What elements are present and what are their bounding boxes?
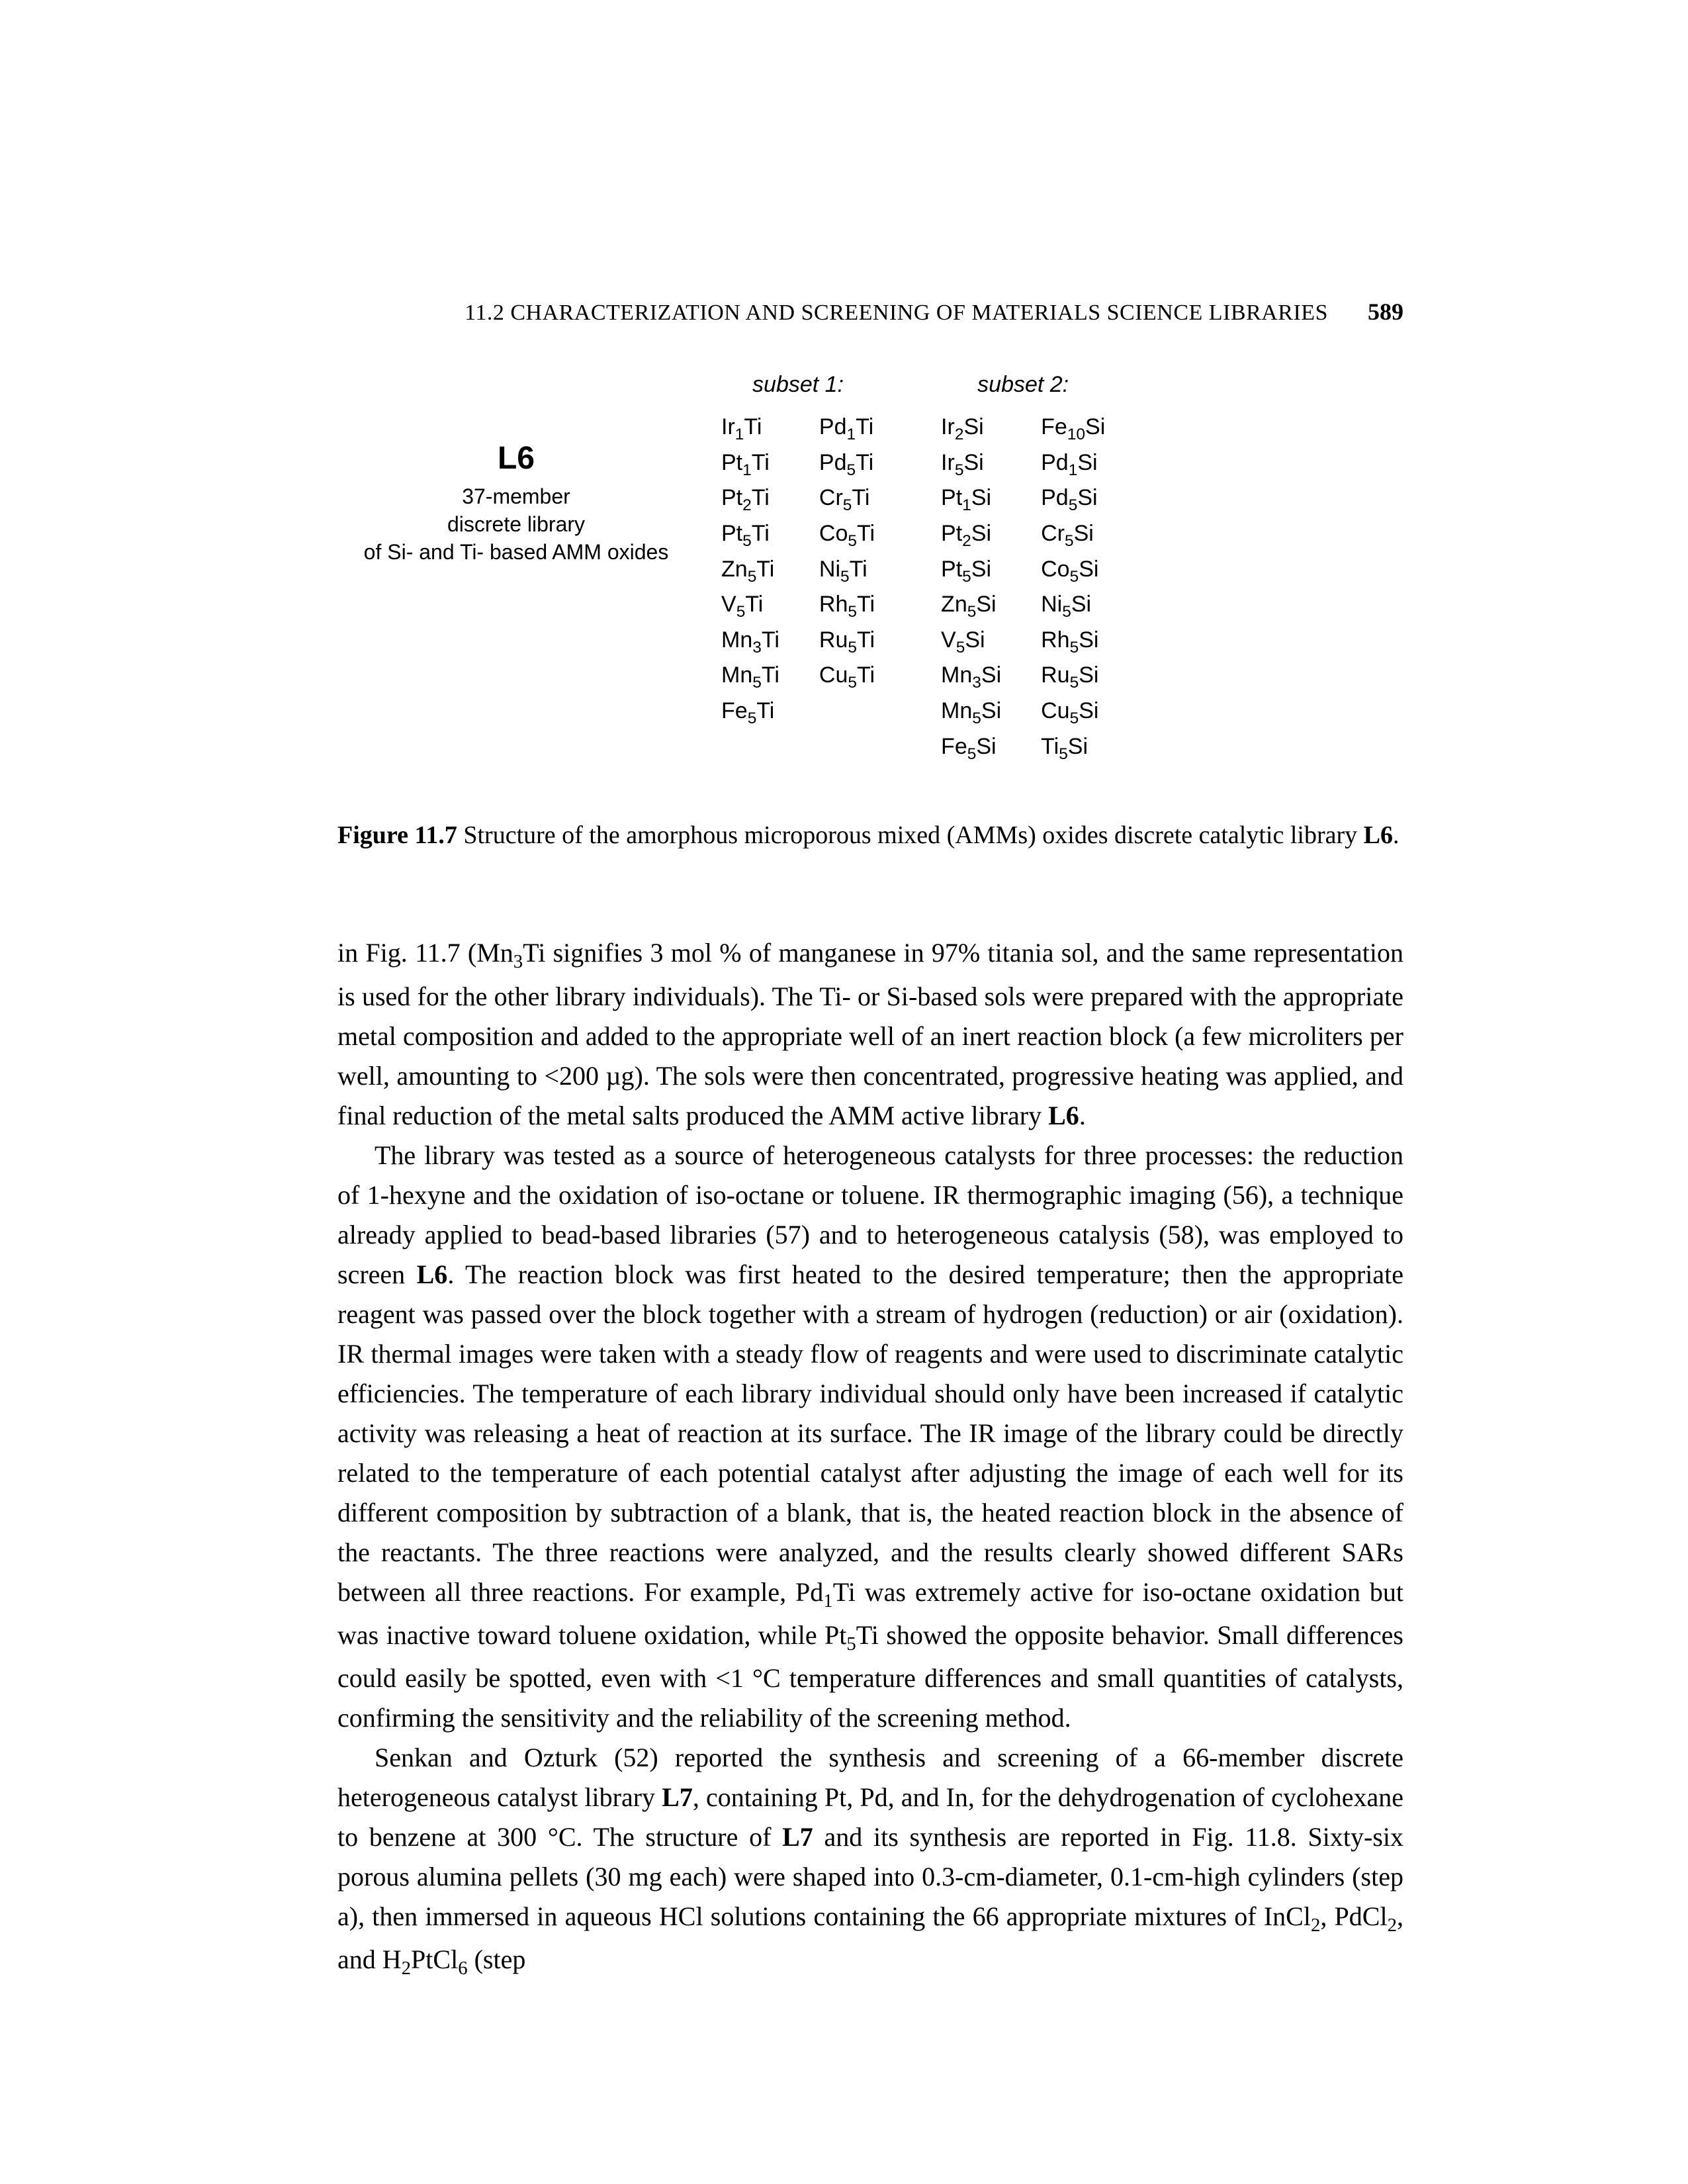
library-code: L6 xyxy=(337,438,695,479)
figure-caption-text: Structure of the amorphous microporous m… xyxy=(457,821,1364,849)
formula-item: Cr5Si xyxy=(1041,519,1105,552)
formula-item: Zn5Si xyxy=(941,590,1001,623)
formula-item: Fe5Si xyxy=(941,732,1001,765)
formula-item: Pt1Si xyxy=(941,483,1001,516)
formula-item: V5Si xyxy=(941,625,1001,659)
formula-item: Cu5Ti xyxy=(819,660,875,694)
running-header: 11.2 CHARACTERIZATION AND SCREENING OF M… xyxy=(337,298,1403,326)
subset-2-title: subset 2: xyxy=(941,372,1105,398)
figure-left-label: L6 37-member discrete library of Si- and… xyxy=(337,372,695,566)
formula-item: Co5Si xyxy=(1041,555,1105,588)
formula-item: Mn3Ti xyxy=(721,625,779,659)
figure-left-line1: 37-member xyxy=(337,483,695,511)
figure-left-line2: discrete library xyxy=(337,511,695,539)
formula-item: Ir1Ti xyxy=(721,412,779,445)
formula-item: Ir2Si xyxy=(941,412,1001,445)
subset-1-col-2: Pd1TiPd5TiCr5TiCo5TiNi5TiRh5TiRu5TiCu5Ti xyxy=(819,412,875,729)
formula-item: Rh5Si xyxy=(1041,625,1105,659)
page: 11.2 CHARACTERIZATION AND SCREENING OF M… xyxy=(0,0,1688,2181)
formula-item: Ru5Si xyxy=(1041,660,1105,694)
formula-item: Co5Ti xyxy=(819,519,875,552)
formula-item: Pt5Ti xyxy=(721,519,779,552)
formula-item: Ti5Si xyxy=(1041,732,1105,765)
formula-item: Fe10Si xyxy=(1041,412,1105,445)
figure-caption: Figure 11.7 Structure of the amorphous m… xyxy=(337,817,1403,854)
formula-item: Ir5Si xyxy=(941,448,1001,481)
subset-1: subset 1: Ir1TiPt1TiPt2TiPt5TiZn5TiV5TiM… xyxy=(721,372,875,764)
header-section: 11.2 CHARACTERIZATION AND SCREENING OF M… xyxy=(465,300,1328,326)
formula-item: Pd5Ti xyxy=(819,448,875,481)
figure-subsets: subset 1: Ir1TiPt1TiPt2TiPt5TiZn5TiV5TiM… xyxy=(721,372,1105,764)
subset-1-title: subset 1: xyxy=(721,372,875,398)
paragraph-1: in Fig. 11.7 (Mn3Ti signifies 3 mol % of… xyxy=(337,933,1403,1135)
formula-item: V5Ti xyxy=(721,590,779,623)
formula-item: Pd1Ti xyxy=(819,412,875,445)
formula-item: Ni5Si xyxy=(1041,590,1105,623)
formula-item: Ni5Ti xyxy=(819,555,875,588)
formula-item: Mn5Si xyxy=(941,696,1001,729)
subset-2-col-2: Fe10SiPd1SiPd5SiCr5SiCo5SiNi5SiRh5SiRu5S… xyxy=(1041,412,1105,764)
subset-1-col-1: Ir1TiPt1TiPt2TiPt5TiZn5TiV5TiMn3TiMn5TiF… xyxy=(721,412,779,729)
formula-item: Pt5Si xyxy=(941,555,1001,588)
formula-item: Pd5Si xyxy=(1041,483,1105,516)
figure-caption-bold: L6 xyxy=(1364,821,1393,849)
header-page-number: 589 xyxy=(1368,298,1403,326)
formula-item: Zn5Ti xyxy=(721,555,779,588)
figure-left-line3: of Si- and Ti- based AMM oxides xyxy=(337,539,695,567)
formula-item: Cu5Si xyxy=(1041,696,1105,729)
formula-item: Mn5Ti xyxy=(721,660,779,694)
formula-item: Pt2Ti xyxy=(721,483,779,516)
paragraph-2: The library was tested as a source of he… xyxy=(337,1136,1403,1738)
formula-item: Fe5Ti xyxy=(721,696,779,729)
subset-2: subset 2: Ir2SiIr5SiPt1SiPt2SiPt5SiZn5Si… xyxy=(941,372,1105,764)
formula-item: Pt1Ti xyxy=(721,448,779,481)
figure-caption-label: Figure 11.7 xyxy=(337,821,457,849)
formula-item: Pd1Si xyxy=(1041,448,1105,481)
subset-2-col-1: Ir2SiIr5SiPt1SiPt2SiPt5SiZn5SiV5SiMn3SiM… xyxy=(941,412,1001,764)
formula-item: Cr5Ti xyxy=(819,483,875,516)
formula-item: Ru5Ti xyxy=(819,625,875,659)
paragraph-3: Senkan and Ozturk (52) reported the synt… xyxy=(337,1738,1403,1983)
formula-item: Pt2Si xyxy=(941,519,1001,552)
formula-item: Mn3Si xyxy=(941,660,1001,694)
formula-item: Rh5Ti xyxy=(819,590,875,623)
figure-11-7: L6 37-member discrete library of Si- and… xyxy=(337,372,1403,764)
figure-caption-period: . xyxy=(1393,821,1399,849)
